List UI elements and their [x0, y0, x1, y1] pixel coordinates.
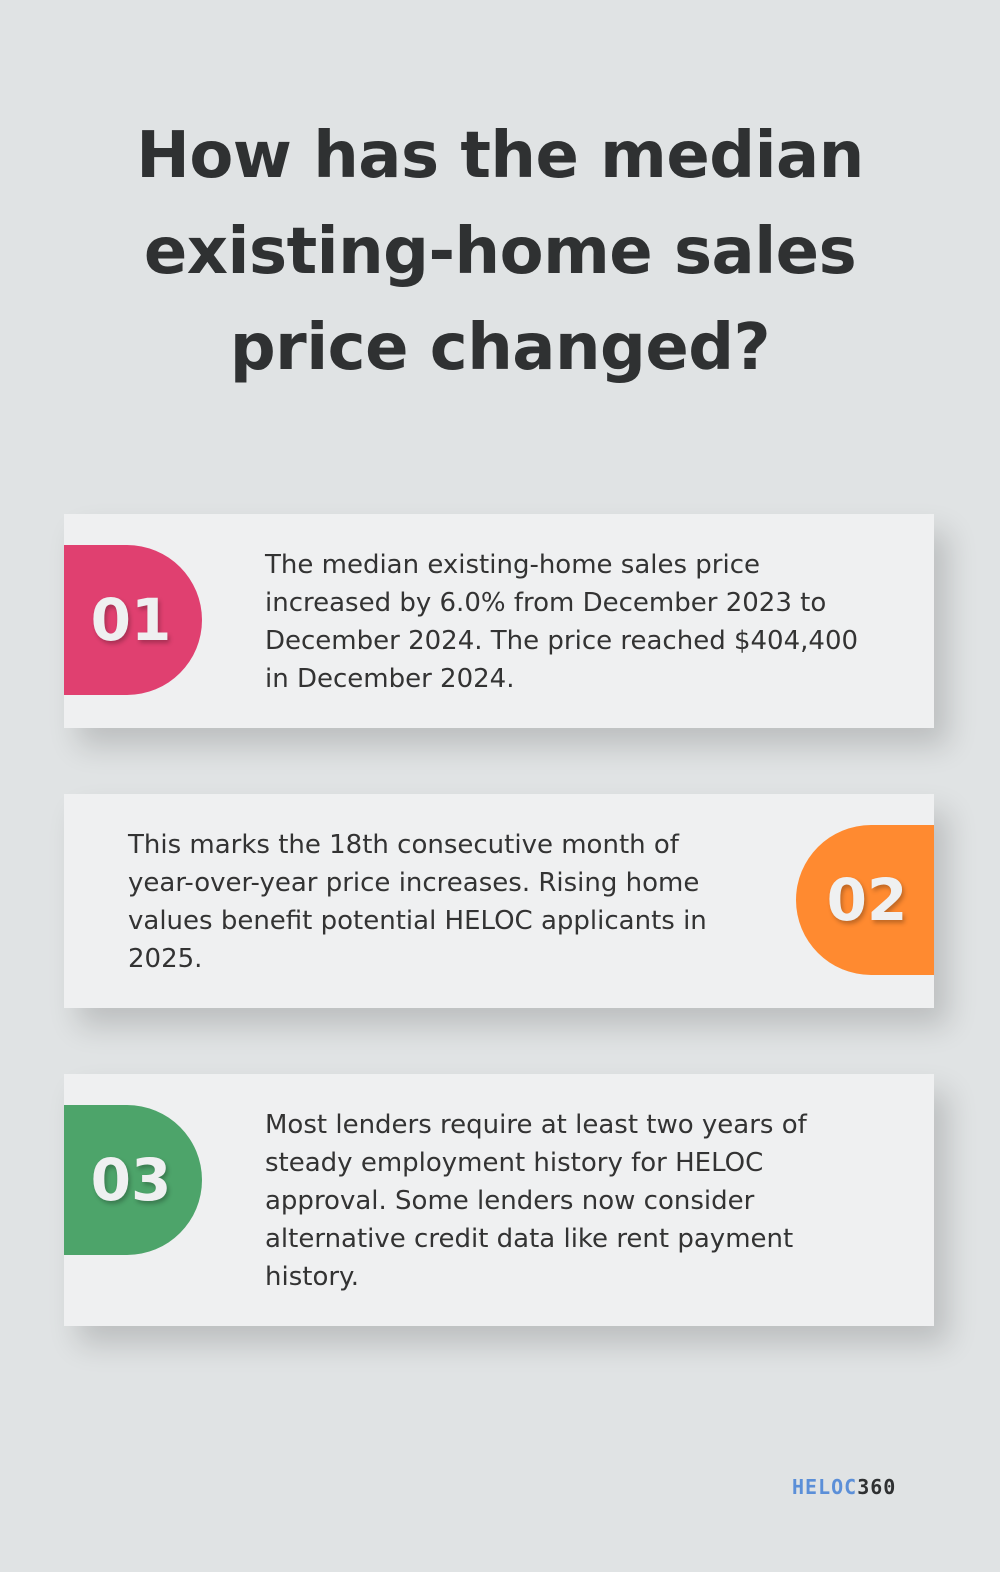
logo-text-360: 360 [857, 1475, 897, 1499]
fact-card-2: This marks the 18th consecutive month of… [64, 794, 934, 1008]
fact-text: Most lenders require at least two years … [265, 1110, 807, 1292]
fact-card-3: 03 Most lenders require at least two yea… [64, 1074, 934, 1326]
heloc360-logo-icon: HELOC 360 [792, 1474, 937, 1500]
fact-text: The median existing-home sales price inc… [265, 550, 859, 694]
step-badge: 03 [64, 1105, 202, 1255]
fact-text: This marks the 18th consecutive month of… [128, 830, 707, 974]
fact-card-1: 01 The median existing-home sales price … [64, 514, 934, 728]
step-badge: 02 [796, 825, 934, 975]
logo-text-heloc: HELOC [792, 1475, 858, 1499]
step-badge: 01 [64, 545, 202, 695]
page-title: How has the median existing-home sales p… [136, 119, 864, 385]
